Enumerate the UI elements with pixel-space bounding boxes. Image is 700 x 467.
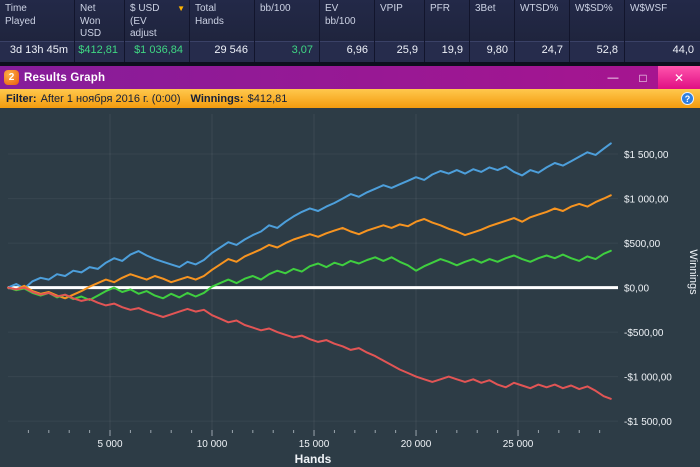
y-tick-label: -$1 500,00 <box>624 417 672 428</box>
help-icon[interactable]: ? <box>681 92 694 105</box>
stat-value-3bet: 9,80 <box>470 41 514 62</box>
stat-col-3bet: 3Bet 9,80 <box>470 0 515 62</box>
stat-header-net-won[interactable]: Net Won USD <box>80 3 102 39</box>
y-tick-label: $0,00 <box>624 284 649 295</box>
stat-header-wwsf[interactable]: W$WSF <box>630 3 668 14</box>
stat-col-net-won: Net Won USD $412,81 <box>75 0 125 62</box>
stat-value-net-won: $412,81 <box>75 41 124 62</box>
stat-value-ev-adjust: $1 036,84 <box>125 41 189 62</box>
stat-col-ev-bb100: EV bb/100 6,96 <box>320 0 375 62</box>
series-line-showdown-winnings <box>7 142 612 290</box>
stat-col-wtsd: WTSD% 24,7 <box>515 0 570 62</box>
window-gap <box>0 62 700 66</box>
stat-col-bb100: bb/100 3,07 <box>255 0 320 62</box>
stat-header-3bet[interactable]: 3Bet <box>475 3 496 14</box>
y-tick-label: $1 500,00 <box>624 150 669 161</box>
stat-header-bb100[interactable]: bb/100 <box>260 3 291 14</box>
x-tick-label: 10 000 <box>197 439 228 450</box>
stat-col-total-hands: Total Hands 29 546 <box>190 0 255 62</box>
maximize-button[interactable]: □ <box>639 70 647 85</box>
stat-col-ev-adjust: $ USD (EV adjust ▼ $1 036,84 <box>125 0 190 62</box>
stats-bar: Time Played 3d 13h 45m Net Won USD $412,… <box>0 0 700 62</box>
x-axis-title: Hands <box>295 452 332 466</box>
winnings-value: $412,81 <box>247 92 288 105</box>
window-titlebar[interactable]: 2 Results Graph — □ ✕ <box>0 66 700 89</box>
stat-header-total-hands[interactable]: Total Hands <box>195 3 224 27</box>
filter-label: Filter: <box>6 92 37 105</box>
stat-col-wsd: W$SD% 52,8 <box>570 0 625 62</box>
y-tick-label: -$500,00 <box>624 328 664 339</box>
y-tick-label: $1 000,00 <box>624 195 669 206</box>
app-icon: 2 <box>4 70 19 85</box>
stat-value-wsd: 52,8 <box>570 41 624 62</box>
y-tick-label: $500,00 <box>624 239 661 250</box>
x-tick-label: 20 000 <box>401 439 432 450</box>
stat-header-ev-adjust[interactable]: $ USD (EV adjust ▼ <box>125 0 189 41</box>
x-tick-label: 5 000 <box>97 439 122 450</box>
stat-header-wtsd[interactable]: WTSD% <box>520 3 559 14</box>
stat-col-time-played: Time Played 3d 13h 45m <box>0 0 75 62</box>
y-tick-label: -$1 000,00 <box>624 373 672 384</box>
stat-value-wtsd: 24,7 <box>515 41 569 62</box>
series-line-ev-adjusted-winnings <box>7 194 612 300</box>
stat-header-vpip[interactable]: VPIP <box>380 3 403 14</box>
y-axis-title: Winnings <box>687 249 699 295</box>
x-tick-label: 25 000 <box>503 439 534 450</box>
stat-header-time-played[interactable]: Time Played <box>5 3 36 27</box>
stat-header-ev-bb100[interactable]: EV bb/100 <box>325 3 356 27</box>
sort-dropdown-icon[interactable]: ▼ <box>177 4 185 13</box>
filter-bar: Filter: After 1 ноября 2016 г. (0:00) Wi… <box>0 89 700 108</box>
series-line-net-won <box>7 249 612 301</box>
filter-text[interactable]: After 1 ноября 2016 г. (0:00) <box>40 92 181 105</box>
x-tick-label: 15 000 <box>299 439 330 450</box>
winnings-label: Winnings: <box>190 92 244 105</box>
stat-col-vpip: VPIP 25,9 <box>375 0 425 62</box>
stat-header-pfr[interactable]: PFR <box>430 3 450 14</box>
stat-col-pfr: PFR 19,9 <box>425 0 470 62</box>
stat-value-ev-bb100: 6,96 <box>320 41 374 62</box>
stat-header-wsd[interactable]: W$SD% <box>575 3 613 14</box>
stat-header-ev-adjust-label: $ USD (EV adjust <box>130 3 160 39</box>
window-title: Results Graph <box>24 71 106 84</box>
stat-value-vpip: 25,9 <box>375 41 424 62</box>
stat-value-pfr: 19,9 <box>425 41 469 62</box>
minimize-button[interactable]: — <box>607 71 619 84</box>
stat-value-wwsf: 44,0 <box>625 41 700 62</box>
stat-value-total-hands: 29 546 <box>190 41 254 62</box>
results-chart-svg: $1 500,00 $1 000,00 $500,00 $0,00 -$500,00 -$… <box>7 114 699 466</box>
close-button[interactable]: ✕ <box>658 66 700 89</box>
results-graph-area: $1 500,00 $1 000,00 $500,00 $0,00 -$500,00 -$… <box>0 108 700 467</box>
stat-value-time-played: 3d 13h 45m <box>0 41 74 62</box>
stat-value-bb100: 3,07 <box>255 41 319 62</box>
series-line-non-showdown-winnings <box>7 286 612 400</box>
stat-col-wwsf: W$WSF 44,0 <box>625 0 700 62</box>
